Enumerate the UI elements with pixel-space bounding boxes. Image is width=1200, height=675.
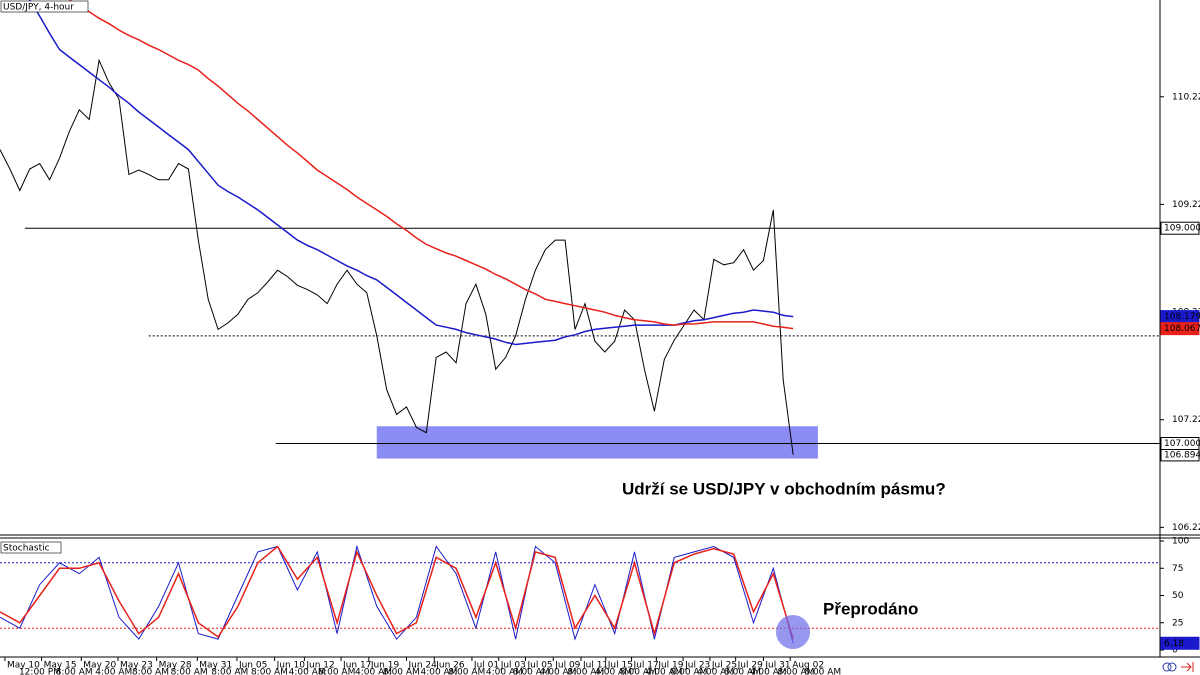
link-icon[interactable] [1162,662,1172,672]
x-tick-label: May 28 [159,661,192,671]
x-tick-label: May 31 [199,661,232,671]
x-tick-label: May 10 [7,661,40,671]
x-tick-label: Jul 31 [764,661,790,671]
x-tick-time: 4:00 AM [646,668,683,675]
series-line [0,58,794,455]
series-line [0,545,794,640]
x-tick-time: 8:00 AM [318,668,355,675]
price-box-label: 108.067 [1164,324,1200,334]
x-tick-label: May 23 [120,661,153,671]
x-tick-label: Jul 29 [737,661,763,671]
x-tick-label: Jul 11 [582,661,608,671]
x-tick-label: Jul 03 [500,661,526,671]
highlight-circle [776,615,810,649]
x-tick-time: 4:00 AM [595,668,632,675]
series-line [29,0,794,346]
y-tick-label: 100 [1172,537,1189,547]
price-box [1160,636,1200,650]
y-tick-label: 75 [1172,564,1183,574]
x-tick-time: 8:00 AM [804,668,841,675]
link-icon[interactable] [1167,662,1177,672]
x-tick-time: 8:00 AM [777,668,814,675]
x-tick-label: Jul 23 [684,661,710,671]
panel-title-box [0,541,62,554]
x-tick-time: 4:00 AM [289,668,326,675]
x-tick-label: Jul 09 [554,661,580,671]
x-tick-label: Jun 26 [435,661,465,671]
y-tick-label: 109.221 [1172,200,1200,210]
price-box-label: 109.000 [1164,224,1200,234]
price-box-label: 106.894 [1164,450,1200,460]
price-box-label: 6.18 [1164,639,1184,649]
x-tick-label: Jul 19 [657,661,683,671]
x-tick-label: Jun 12 [305,661,334,671]
price-box-label: 107.000 [1164,439,1200,449]
x-tick-label: Jun 17 [342,661,371,671]
y-tick-label: 0 [1172,646,1178,656]
y-tick-label: 110.221 [1172,92,1200,102]
x-tick-time: 8:00 AM [251,668,288,675]
x-tick-time: 8:00 AM [383,668,420,675]
x-tick-label: Jun 24 [407,661,437,671]
panel-title-box [0,0,89,13]
x-tick-label: Jul 15 [607,661,633,671]
x-tick-label: Jun 10 [276,661,306,671]
y-tick-label: 106.221 [1172,523,1200,533]
x-tick-label: Jul 05 [526,661,552,671]
annotation: Přeprodáno [823,599,918,618]
panel-title: USD/JPY, 4-hour [3,3,74,13]
x-tick-time: 4:00 AM [95,668,132,675]
x-tick-time: 12:00 PM [19,668,61,675]
x-tick-time: 4:00 AM [539,668,576,675]
x-tick-time: 8:00 AM [171,668,208,675]
price-box [1160,221,1200,235]
x-tick-time: 8:00 AM [724,668,761,675]
y-tick-label: 50 [1172,591,1184,601]
x-tick-label: Jun 05 [238,661,267,671]
price-box [1160,322,1200,336]
x-tick-time: 8:00 AM [513,668,550,675]
x-tick-label: May 15 [44,661,77,671]
x-tick-time: 8:00 AM [670,668,707,675]
panel-title: Stochastic [3,544,50,554]
series-line [68,0,794,330]
x-tick-label: Jul 25 [711,661,737,671]
price-box-label: 108.179 [1164,312,1200,322]
x-tick-label: Jul 01 [473,661,499,671]
shift-icon[interactable] [1181,662,1194,672]
x-tick-label: Jun 19 [370,661,400,671]
toolbar-icons[interactable] [1162,662,1194,672]
x-tick-time: 8:00 AM [56,668,93,675]
x-tick-time: 8:00 AM [211,668,248,675]
x-tick-time: 8:00 AM [620,668,657,675]
x-tick-time: 4:00 AM [486,668,523,675]
range-zone [376,426,818,459]
x-tick-time: 4:00 AM [750,668,787,675]
annotation: Udrží se USD/JPY v obchodním pásmu? [622,479,946,498]
x-tick-label: Jul 17 [633,661,659,671]
y-tick-label: 107.221 [1172,415,1200,425]
x-tick-time: 8:00 AM [448,668,485,675]
y-tick-label: 25 [1172,618,1183,628]
x-tick-label: May 20 [83,661,116,671]
x-tick-label: Aug 02 [792,661,824,671]
x-tick-time: 8:00 AM [132,668,169,675]
price-box [1160,437,1200,451]
x-tick-time: 8:00 AM [567,668,604,675]
x-tick-time: 4:00 AM [420,668,457,675]
x-tick-time: 4:00 AM [355,668,392,675]
x-tick-time: 4:00 AM [697,668,734,675]
